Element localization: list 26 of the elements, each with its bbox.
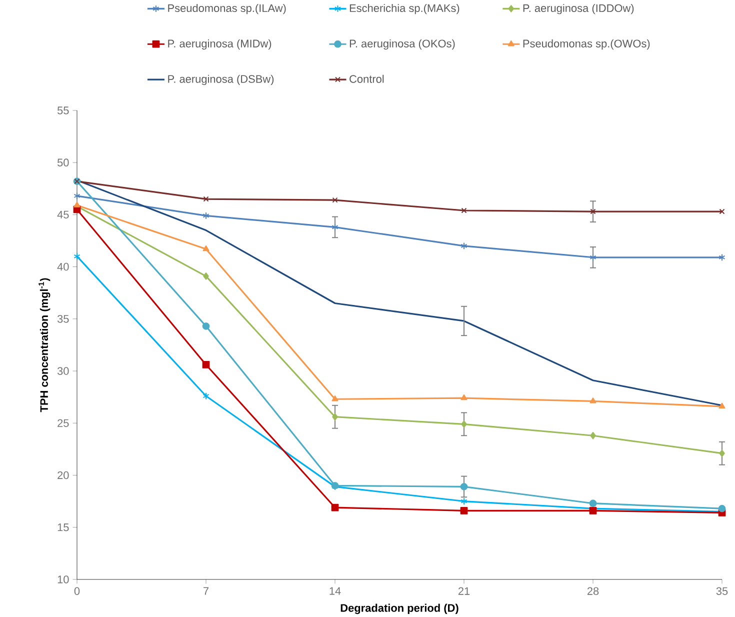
legend-label: P. aeruginosa (DSBw) [168,74,274,85]
legend-label: P. aeruginosa (IDDOw) [523,4,634,14]
y-tick-label: 35 [57,314,69,323]
x-tick-label: 21 [458,587,470,595]
x-tick-label: 14 [330,587,341,595]
y-tick-label: 20 [58,471,69,479]
legend-label: Pseudomonas sp.(OWOs) [523,39,650,50]
y-tick-label: 25 [58,419,69,427]
y-axis-title: TPH concentration (mgl$^{-1}$) [38,278,50,412]
y-tick-label: 55 [57,106,69,114]
y-tick-label: 10 [58,575,69,584]
y-tick-label: 50 [57,158,69,166]
x-tick-label: 35 [716,587,728,595]
y-tick-label: 30 [57,366,69,375]
legend-label: P. aeruginosa (MIDw) [168,39,272,50]
x-tick-label: 0 [74,587,80,595]
legend-label: Escherichia sp.(MAKs) [350,4,460,14]
legend-label: Control [350,74,384,83]
legend-label: Pseudomonas sp.(ILAw) [168,4,286,14]
y-tick-label: 15 [58,523,69,531]
x-tick-label: 28 [587,587,599,595]
x-tick-label: 7 [204,587,209,595]
y-tick-label: 45 [57,210,69,218]
y-tick-label: 40 [57,262,69,270]
legend-label: P. aeruginosa (OKOs) [350,39,455,50]
x-axis-title: Degradation period (D) [340,604,458,614]
